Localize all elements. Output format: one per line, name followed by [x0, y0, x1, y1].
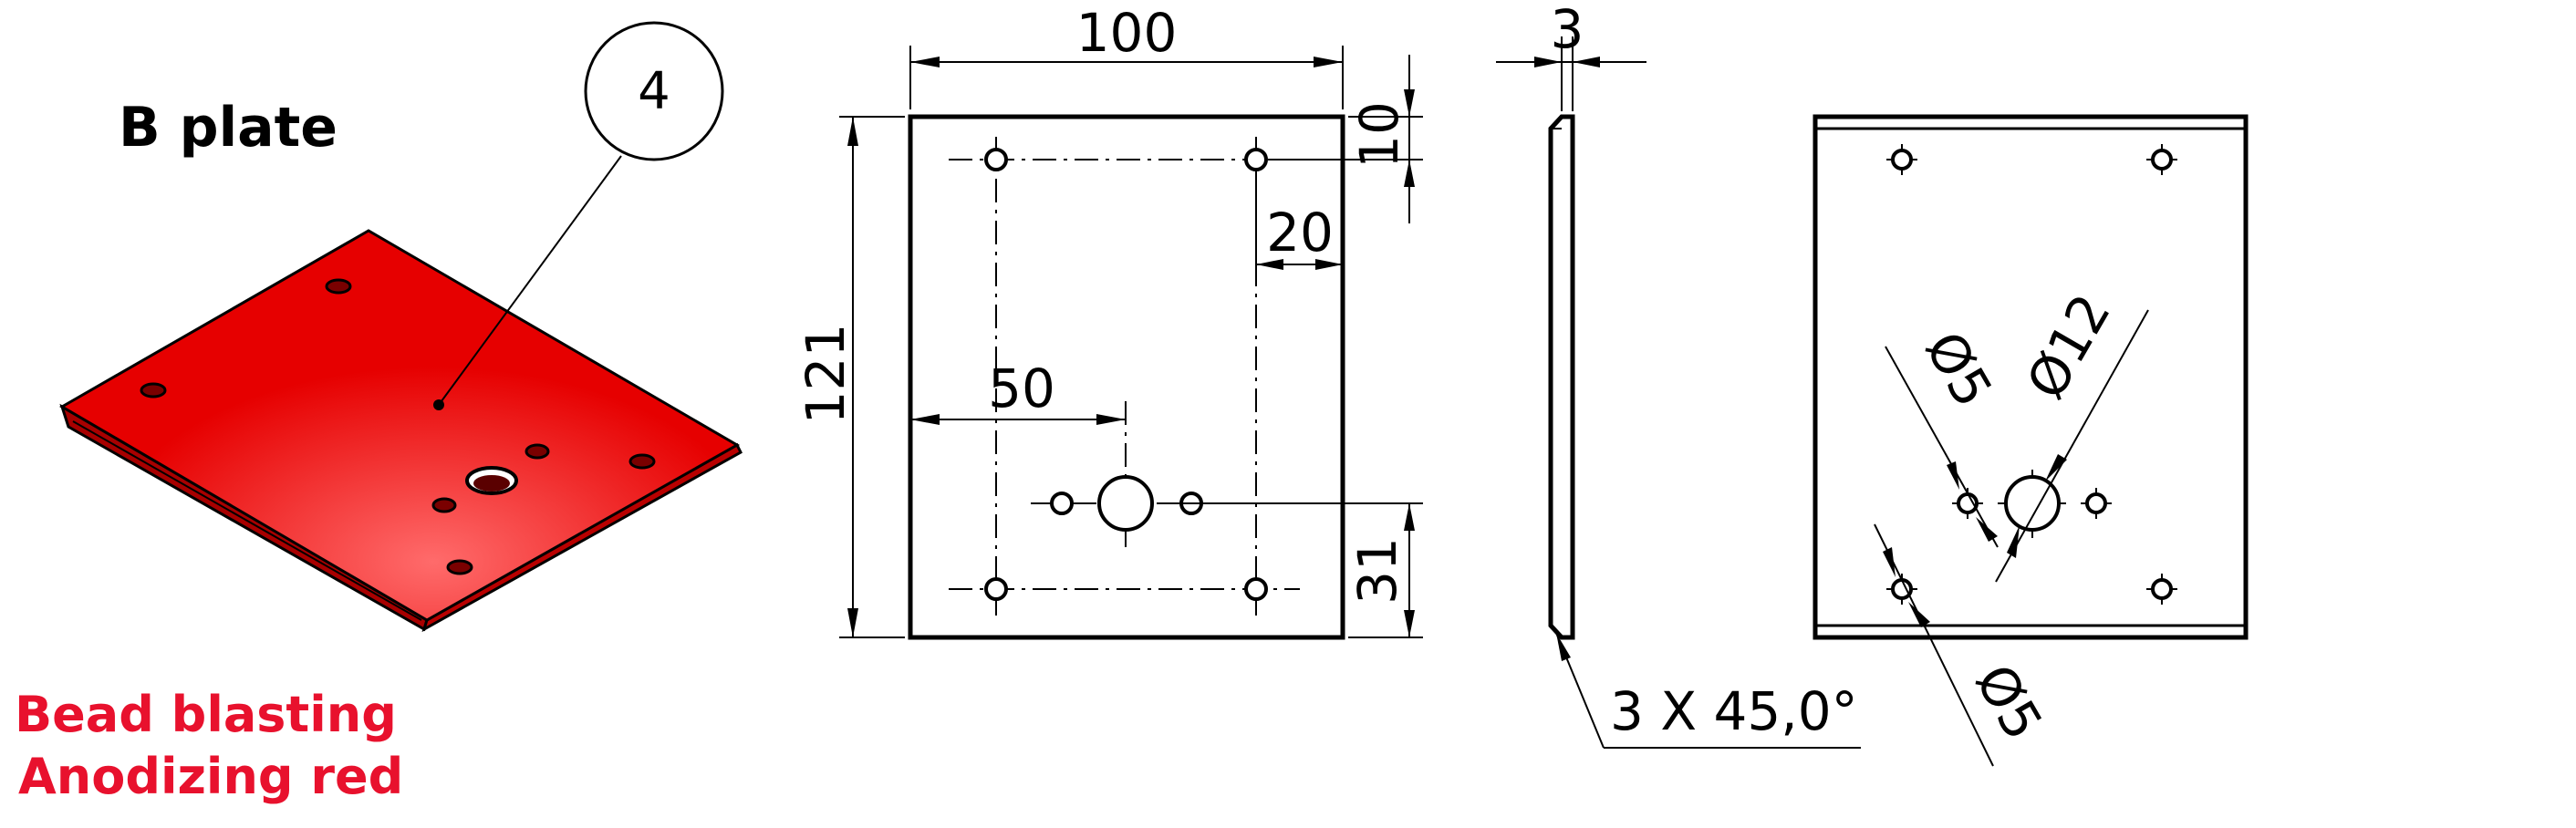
small-hole-b-label: Ø5	[1963, 654, 2054, 750]
back-hole-bottom-right	[2151, 578, 2173, 600]
back-hole-top-left	[1891, 149, 1913, 171]
back-center-hole	[2004, 475, 2061, 532]
dimension-center-offset-label: 50	[988, 357, 1055, 419]
back-view-outline	[1813, 114, 2249, 640]
small-hole-a-label: Ø5	[1913, 321, 2004, 418]
dimension-top-offset: 10	[1268, 55, 1423, 223]
isometric-view: B plate 4 Bead blasting Anodizing red	[15, 21, 743, 805]
dimension-width: 100	[909, 2, 1344, 109]
dimension-side-offset: 20	[1255, 169, 1343, 274]
dimension-bottom-offset: 31	[1157, 502, 1423, 638]
dimension-center-offset: 50	[910, 357, 1126, 425]
dimension-height-label: 121	[795, 324, 857, 425]
dimension-thickness: 3	[1496, 0, 1646, 111]
part-balloon: 4	[438, 21, 724, 406]
chamfer-label: 3 X 45,0°	[1610, 680, 1858, 742]
dimension-top-offset-label: 10	[1348, 101, 1410, 169]
dimension-small-hole-lower: Ø5	[1874, 523, 2054, 767]
front-view: 100 121 10 20	[795, 2, 1423, 640]
back-holes	[1886, 144, 2177, 605]
chamfer-callout: 3 X 45,0°	[1555, 632, 1861, 749]
back-view: Ø5 Ø12 Ø5	[1813, 114, 2249, 767]
front-hole-top-left	[984, 148, 1008, 171]
dimension-small-hole-upper: Ø5	[1885, 321, 2004, 548]
back-hole-top-right	[2151, 149, 2173, 171]
side-view-outline	[1548, 114, 1575, 640]
balloon-number: 4	[638, 62, 670, 121]
isometric-plate	[59, 229, 743, 633]
front-hole-top-right	[1244, 148, 1268, 171]
dimension-big-hole: Ø12	[1995, 284, 2149, 583]
dimension-width-label: 100	[1076, 2, 1178, 64]
dimension-height: 121	[795, 116, 905, 638]
back-hole-right	[2085, 492, 2107, 514]
big-hole-label: Ø12	[2014, 284, 2123, 409]
front-hole-left	[1050, 492, 1074, 515]
front-center-hole	[1097, 475, 1154, 532]
front-view-outline	[908, 114, 1345, 640]
finish-line-1: Bead blasting	[15, 686, 397, 743]
dimension-bottom-offset-label: 31	[1346, 537, 1408, 605]
finish-line-2: Anodizing red	[18, 748, 403, 805]
side-view: 3 3 X 45,0°	[1496, 0, 1861, 749]
back-hole-bottom-left	[1891, 578, 1913, 600]
part-title: B plate	[119, 96, 338, 160]
dimension-thickness-label: 3	[1551, 0, 1584, 60]
front-hole-bottom-left	[984, 577, 1008, 601]
front-hole-bottom-right	[1244, 577, 1268, 601]
dimension-side-offset-label: 20	[1266, 202, 1334, 264]
